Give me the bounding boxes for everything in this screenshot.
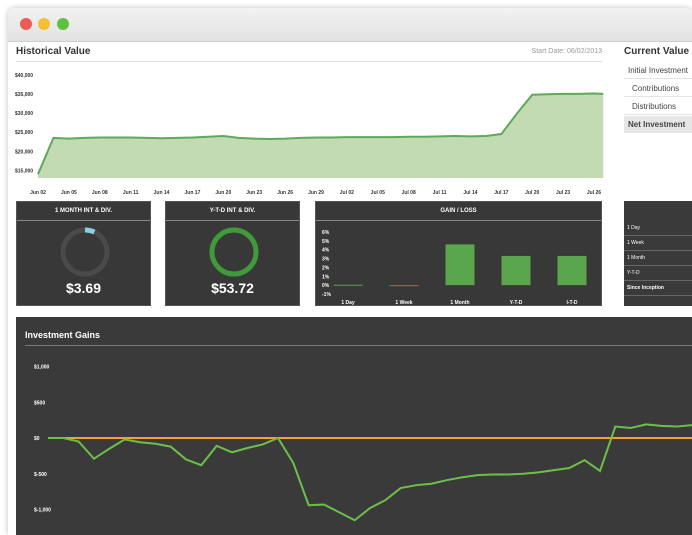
gain-x-tick-label: I-T-D [566,300,577,305]
historical-area-fill [38,93,604,178]
x-tick-label: Jun 26 [277,190,293,196]
gain-bar [389,285,419,287]
investment-gains-divider [25,345,692,346]
x-tick-label: Jun 02 [30,190,46,196]
gains-y-tick-label: $-1,000 [34,508,51,514]
y-tick-label: $20,000 [15,149,33,155]
gain-loss-panel: GAIN / LOSS 6% 5% 4% 3% 2% 1% 0% -1% 1 Day 1 Week… [315,201,602,306]
x-tick-label: Jul 11 [433,190,447,196]
y-tick-label: $25,000 [15,130,33,136]
gain-y-tick-label: 1% [322,274,330,280]
month-progress-ring [60,227,110,277]
gain-y-tick-label: -1% [322,292,331,298]
investment-gains-chart: $1,000 $500 $0 $-500 $-1,000 [34,365,692,522]
gain-x-tick-label: 1 Day [341,300,355,305]
window-titlebar [8,8,692,42]
returns-row-since-inception: Since Inception [624,281,692,296]
y-tick-label: $35,000 [15,92,33,98]
gain-bar [445,244,475,286]
x-tick-label: Jun 05 [61,190,77,196]
investment-gains-title: Investment Gains [25,330,101,340]
gain-x-tick-label: 1 Month [450,300,469,305]
ytd-progress-ring [209,227,259,277]
x-tick-label: Jul 02 [340,190,354,196]
x-tick-label: Jun 23 [246,190,262,196]
x-tick-label: Jun 11 [123,190,139,196]
initial-investment-row[interactable]: Initial Investment [624,62,692,79]
x-tick-label: Jul 17 [494,190,508,196]
distributions-row[interactable]: Distributions [624,98,692,115]
x-tick-label: Jul 20 [525,190,539,196]
ring-fill [60,227,110,277]
x-tick-label: Jul 26 [587,190,601,196]
x-tick-label: Jul 14 [463,190,477,196]
gain-x-tick-label: 1 Week [395,300,412,305]
investment-gains-line [48,423,692,522]
gains-y-tick-label: $-500 [34,472,47,478]
returns-table [624,201,692,306]
month-int-div-value: $3.69 [65,280,102,296]
historical-area-line [37,92,604,175]
gain-y-tick-label: 5% [322,239,330,245]
x-tick-label: Jun 17 [185,190,201,196]
gains-y-tick-label: $0 [34,436,40,442]
gain-x-tick-label: Y-T-D [510,300,523,305]
y-tick-label: $30,000 [15,111,33,117]
historical-value-title: Historical Value [16,46,91,57]
contributions-row[interactable]: Contributions [624,80,692,97]
gain-bar [333,284,363,286]
gain-bar [501,255,531,286]
start-date-label: Start Date: 06/02/2013 [531,48,602,55]
gain-bar [557,255,587,286]
app-window: Historical Value Start Date: 06/02/2013 … [8,8,692,535]
gain-loss-title: GAIN / LOSS [316,202,601,221]
gain-y-tick-label: 2% [322,265,330,271]
gain-y-tick-label: 3% [322,257,330,263]
ytd-int-div-value: $53.72 [211,280,254,296]
current-value-title: Current Value [624,46,690,57]
close-window-button[interactable] [20,18,32,30]
y-tick-label: $40,000 [15,73,33,79]
gain-y-tick-label: 6% [322,230,330,236]
x-tick-label: Jul 08 [402,190,416,196]
minimize-window-button[interactable] [38,18,50,30]
returns-row-ytd: Y-T-D [624,266,692,281]
gains-y-tick-label: $500 [34,400,45,406]
x-tick-label: Jun 29 [308,190,324,196]
maximize-window-button[interactable] [57,18,69,30]
historical-divider [16,61,602,62]
ytd-int-div-title: Y-T-D INT & DIV. [166,202,299,221]
x-tick-label: Jun 20 [215,190,231,196]
historical-value-chart: $40,000 $35,000 $30,000 $25,000 $20,000 $15,0… [15,73,604,196]
ytd-int-div-panel: Y-T-D INT & DIV. $53.72 [165,201,300,306]
investment-gains-panel [16,317,692,535]
ring-track [60,227,110,277]
y-tick-label: $15,000 [15,168,33,174]
gains-y-tick-label: $1,000 [34,365,50,371]
gain-y-tick-label: 4% [322,248,330,254]
returns-row-1-month: 1 Month [624,251,692,266]
gain-y-tick-label: 0% [322,283,330,289]
month-int-div-title: 1 MONTH INT & DIV. [17,202,150,221]
x-tick-label: Jun 14 [154,190,170,196]
x-tick-label: Jun 08 [92,190,108,196]
x-tick-label: Jul 23 [556,190,570,196]
month-int-div-panel: 1 MONTH INT & DIV. $3.69 [16,201,151,306]
returns-row-1-week: 1 Week [624,236,692,251]
gain-loss-chart: 6% 5% 4% 3% 2% 1% 0% -1% 1 Day 1 Week 1 Month Y-T-D… [322,230,587,305]
ring-fill [209,227,259,277]
net-investment-row[interactable]: Net Investment [624,116,692,133]
x-tick-label: Jul 05 [371,190,385,196]
returns-row-1-day: 1 Day [624,221,692,236]
